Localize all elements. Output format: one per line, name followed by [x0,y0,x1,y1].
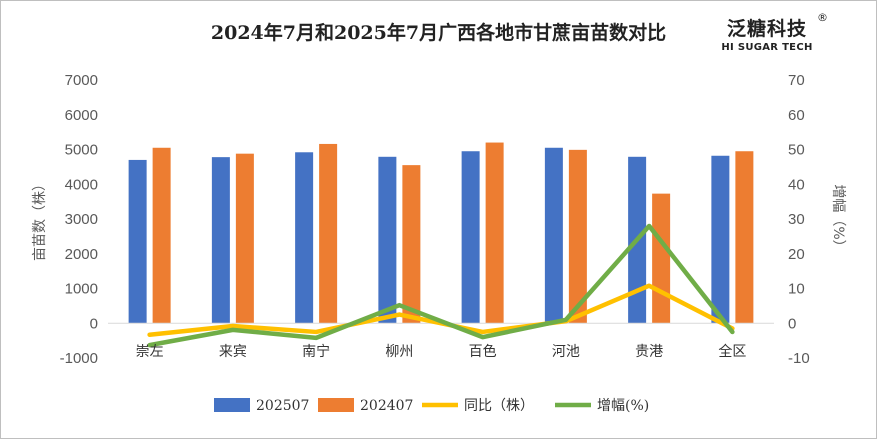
category-label: 来宾 [219,344,247,360]
y-tick-label: 0 [90,315,98,332]
bar-202407 [319,143,338,324]
legend-label: 202507 [256,398,309,414]
line-series [147,223,735,348]
y2-tick-label: 70 [788,72,805,89]
y-tick-label: 3000 [65,211,98,228]
y2-tick-label: 0 [788,315,796,332]
logo-english-name: HI SUGAR TECH [721,42,813,53]
legend-label: 同比（株） [464,398,534,414]
bar-202507 [378,156,397,324]
logo-chinese-name: 泛糖科技 [726,18,807,40]
y-tick-label: 1000 [65,281,98,298]
y2-axis-title: 增幅（%） [830,184,846,253]
axis-titles: 亩苗数（株） 增幅（%） [31,177,846,261]
bar-202507 [461,151,480,324]
legend-label: 增幅(%) [597,398,649,414]
bar-202407 [735,151,754,324]
bar-202407 [652,193,671,324]
bar-202407 [235,153,254,324]
bar-202407 [485,142,504,324]
brand-logo: 泛糖科技 ® HI SUGAR TECH [712,11,828,53]
y-tick-label: 6000 [65,107,98,124]
y-tick-label: 2000 [65,246,98,263]
y2-tick-label: 10 [788,281,805,298]
category-label: 贵港 [635,344,663,360]
legend-label: 202407 [360,398,413,414]
y-axis-title: 亩苗数（株） [31,177,48,261]
bar-202507 [544,147,563,324]
line-增幅(%) [147,223,735,348]
bar-202507 [128,159,147,324]
legend-swatch [318,398,354,412]
category-label: 柳州 [385,343,413,360]
bars [128,142,754,324]
y-tick-label: 4000 [65,176,98,193]
y2-tick-label: 30 [788,211,805,228]
category-label: 百色 [469,343,497,360]
y2-tick-label: -10 [788,350,810,367]
registered-mark: ® [817,11,828,24]
y-tick-label: 7000 [65,72,98,89]
chart-title: 2024年7月和2025年7月广西各地市甘蔗亩苗数对比 [210,22,667,44]
category-label: 崇左 [136,344,164,360]
bar-202407 [568,149,587,324]
bar-202507 [711,155,730,324]
legend: 202507 202407 同比（株） 增幅(%) [214,398,649,414]
bar-202507 [295,152,314,324]
bar-202407 [152,147,171,324]
category-label: 河池 [552,344,580,360]
category-label: 南宁 [302,343,330,360]
legend-swatch [214,398,250,412]
bar-202507 [211,157,230,324]
right-axis-ticks: -10 0 10 20 30 40 50 60 70 [788,72,810,367]
left-axis-ticks: -1000 0 1000 2000 3000 4000 5000 6000 7000 [60,72,98,367]
category-labels: 崇左 来宾 南宁 柳州 百色 河池 贵港 全区 [136,343,747,360]
y2-tick-label: 20 [788,246,805,263]
y-tick-label: 5000 [65,142,98,159]
y2-tick-label: 50 [788,142,805,159]
y-tick-label: -1000 [60,350,98,367]
y2-tick-label: 60 [788,107,805,124]
bar-202407 [402,165,421,324]
category-label: 全区 [718,343,746,360]
y2-tick-label: 40 [788,176,805,193]
